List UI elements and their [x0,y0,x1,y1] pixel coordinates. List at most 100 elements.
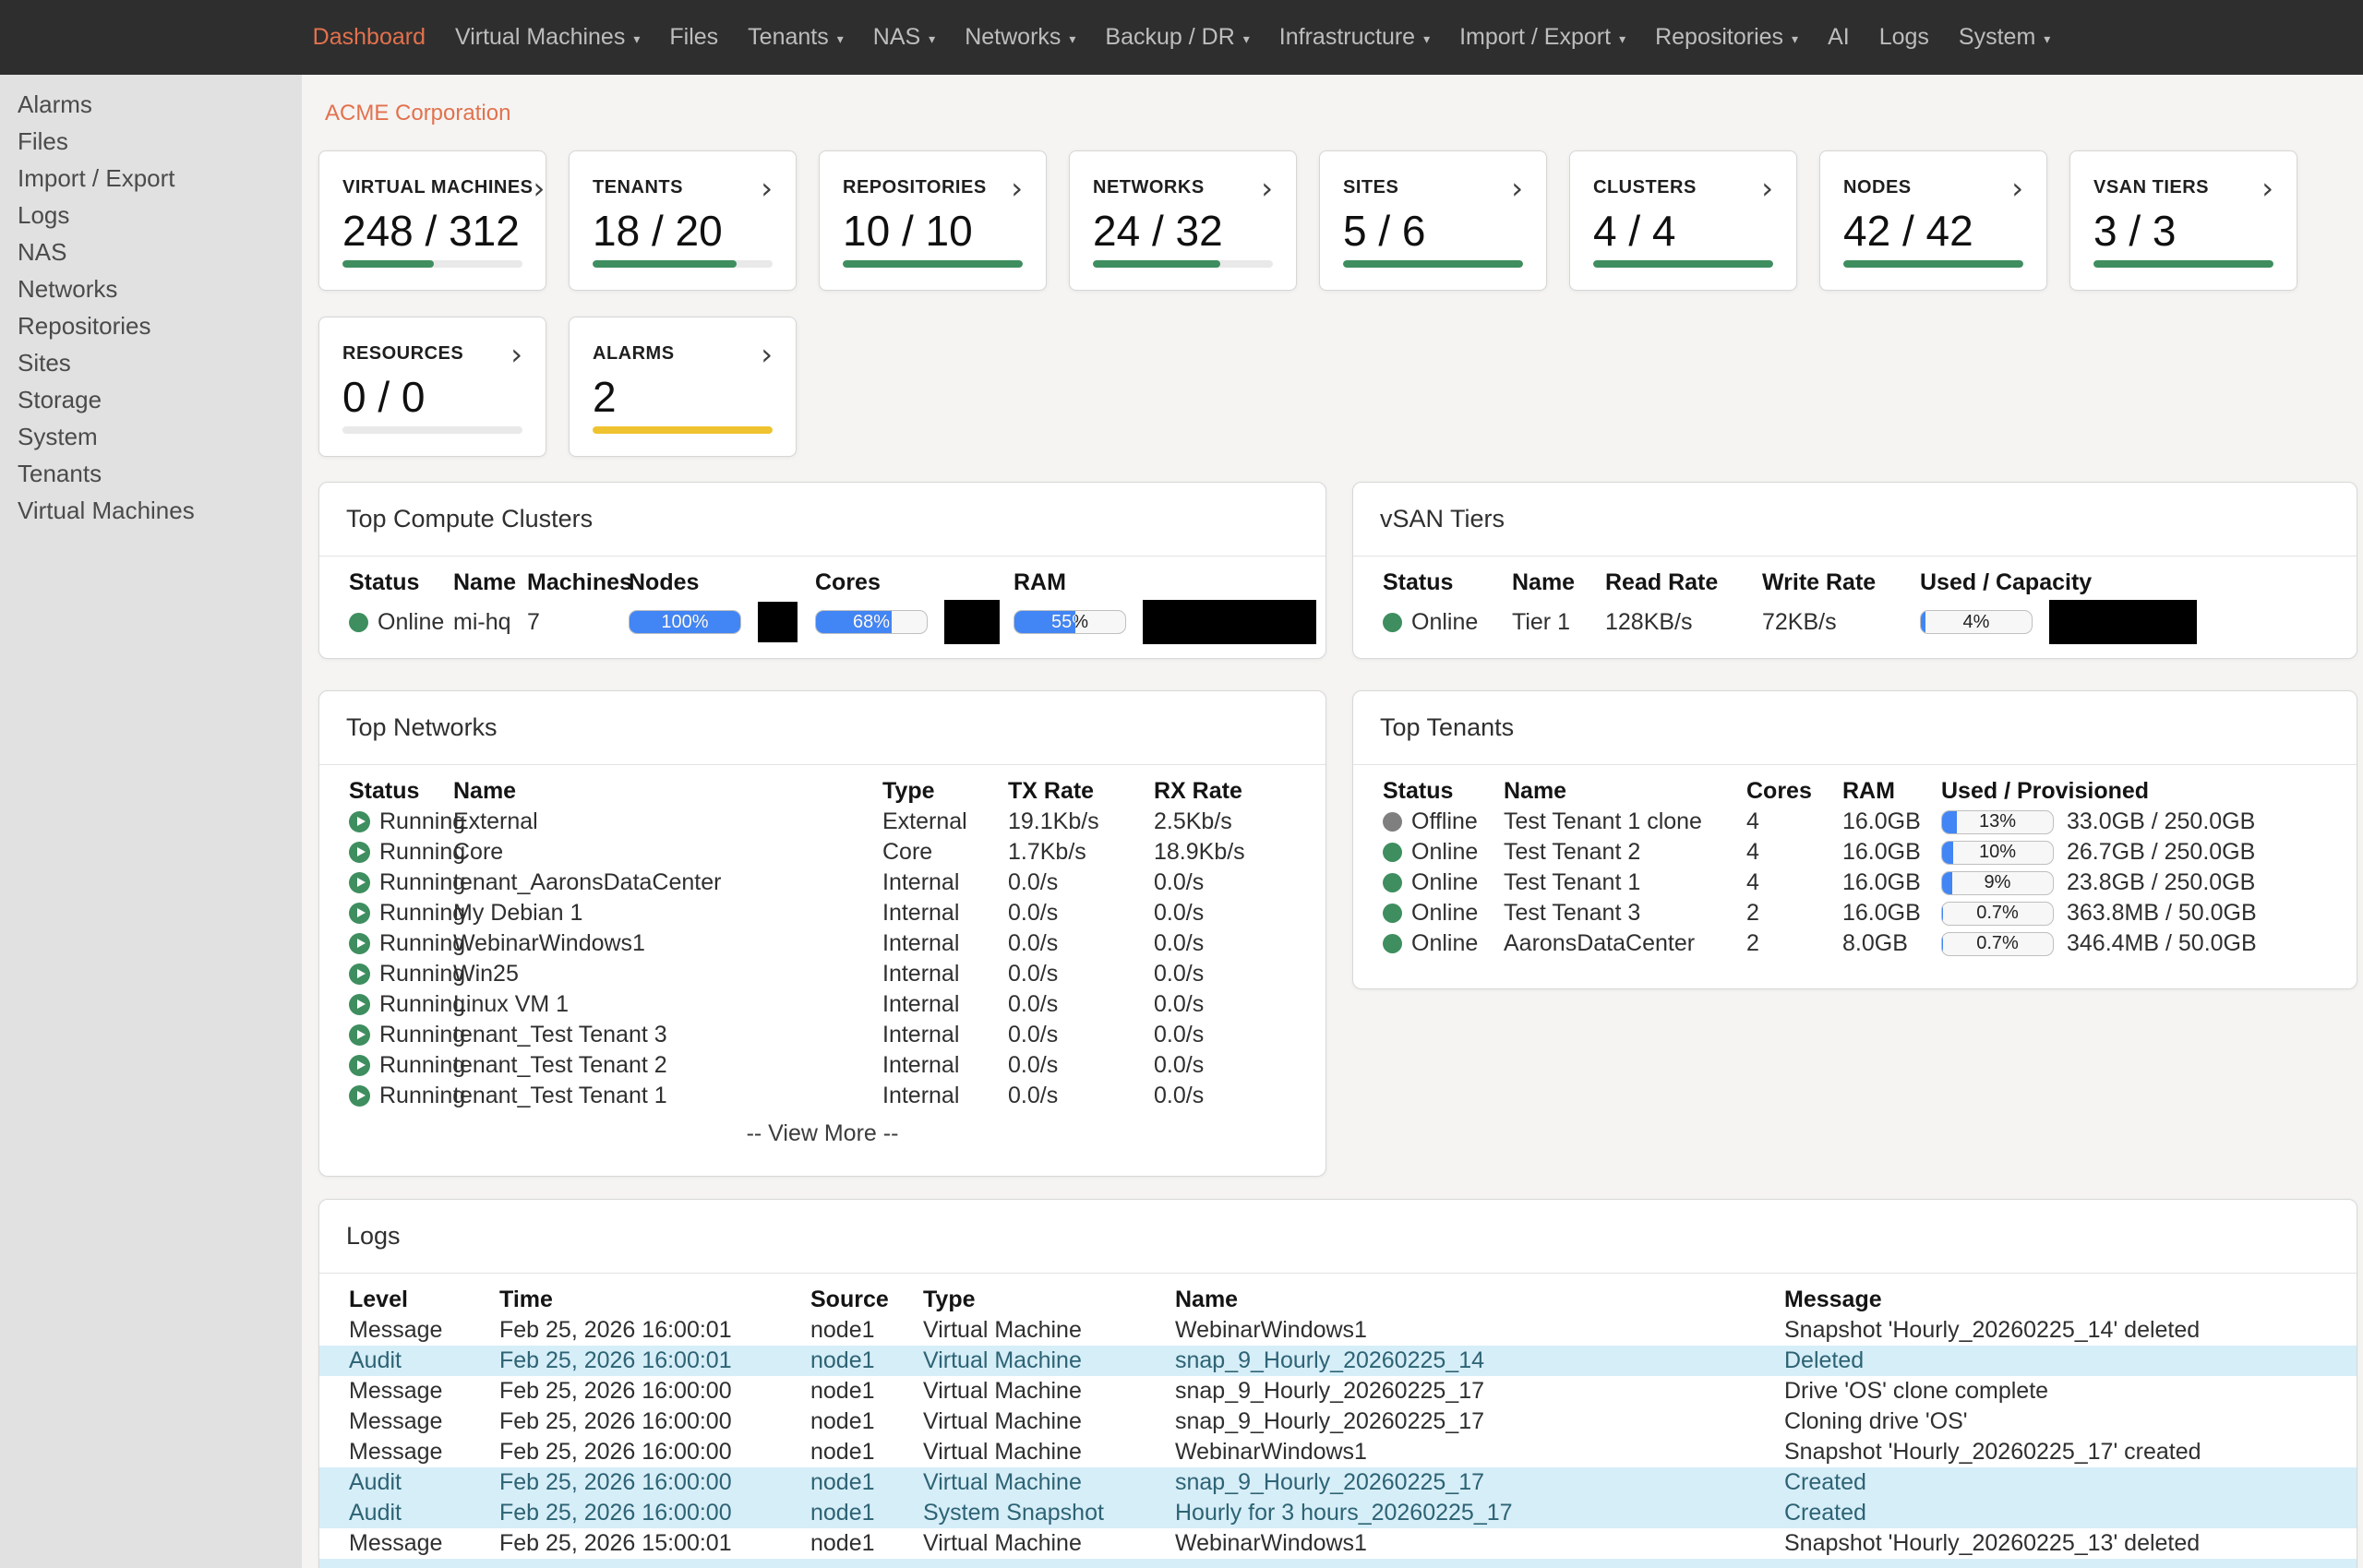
nav-item-label: Files [669,24,719,50]
table-header: Status Name Machines Nodes Cores RAM [319,568,1325,598]
log-source: node1 [810,1408,875,1434]
tenant-cores: 4 [1746,808,1759,834]
table-row[interactable]: Running tenant_Test Tenant 3 Internal 0.… [319,1020,1325,1050]
table-row[interactable]: Running My Debian 1 Internal 0.0/s 0.0/s [319,898,1325,928]
network-name: Core [453,839,504,865]
log-level: Message [349,1530,443,1556]
table-row[interactable]: Online Test Tenant 2 4 16.0GB 10% 10% [1353,837,2357,868]
table-row[interactable]: Running tenant_Test Tenant 1 Internal 0.… [319,1081,1325,1111]
nav-item[interactable]: AI ▾ [1813,24,1865,51]
logs-panel: Logs Level Time Source Type Name Message… [318,1199,2357,1568]
table-row[interactable]: Online Test Tenant 1 4 16.0GB 9% 9% [1353,868,2357,898]
log-type: Virtual Machine [923,1530,1082,1556]
left-column: Top Compute Clusters Status Name Machine… [318,482,1326,1177]
nav-item-label: Dashboard [312,24,426,50]
network-tx-rate: 0.0/s [1008,961,1059,987]
sidebar-item[interactable]: NAS [0,233,302,270]
log-name: WebinarWindows1 [1175,1317,1367,1343]
log-name: WebinarWindows1 [1175,1530,1367,1556]
status-label: Offline [1411,808,1478,834]
stat-card[interactable]: NODES › 42 / 42 [1819,150,2047,291]
sidebar-item[interactable]: Virtual Machines [0,492,302,529]
nav-item[interactable]: Infrastructure ▾ [1265,24,1445,51]
sidebar-item[interactable]: System [0,418,302,455]
table-row[interactable]: Running tenant_AaronsDataCenter Internal… [319,868,1325,898]
view-more-link[interactable]: -- View More -- [746,1120,899,1146]
nav-item[interactable]: Dashboard ▾ [298,24,440,51]
log-row[interactable]: Message Feb 25, 2026 16:00:00 node1 Virt… [319,1406,2357,1437]
stat-card[interactable]: CLUSTERS › 4 / 4 [1569,150,1797,291]
table-row[interactable]: Online Tier 1 128KB/s 72KB/s 4% 4% [1353,598,2357,646]
nav-item[interactable]: System ▾ [1944,24,2065,51]
log-row[interactable]: Audit Feb 25, 2026 16:00:00 node1 System… [319,1498,2357,1528]
network-type: Internal [882,1022,960,1047]
nav-item[interactable]: Import / Export ▾ [1445,24,1640,51]
nav-item[interactable]: Backup / DR ▾ [1090,24,1264,51]
network-rx-rate: 18.9Kb/s [1154,839,1245,865]
used-provisioned-text: 33.0GB / 250.0GB [2067,808,2256,834]
chevron-down-icon: ▾ [1423,31,1431,46]
sidebar-item[interactable]: Networks [0,270,302,307]
stat-card[interactable]: RESOURCES › 0 / 0 [318,317,546,457]
network-type: Core [882,839,933,865]
stat-card[interactable]: REPOSITORIES › 10 / 10 [819,150,1047,291]
log-row[interactable]: Message Feb 25, 2026 16:00:00 node1 Virt… [319,1437,2357,1467]
table-row[interactable]: Online mi-hq 7 100% 100% [319,598,1325,646]
table-row[interactable]: Running External External 19.1Kb/s 2.5Kb… [319,807,1325,837]
sidebar-item[interactable]: Sites [0,344,302,381]
nav-item[interactable]: Virtual Machines ▾ [440,24,654,51]
table-row[interactable]: Offline Test Tenant 1 clone 4 16.0GB 13% [1353,807,2357,837]
sidebar-item[interactable]: Alarms [0,86,302,123]
nav-item[interactable]: Networks ▾ [950,24,1090,51]
nav-item[interactable]: Logs ▾ [1865,24,1944,51]
sidebar-item-label: Alarms [18,90,92,118]
sidebar-item[interactable]: Tenants [0,455,302,492]
log-row[interactable]: Message Feb 25, 2026 16:00:00 node1 Virt… [319,1376,2357,1406]
stat-card[interactable]: VSAN TIERS › 3 / 3 [2069,150,2297,291]
pill-label-overlay: 100% [661,611,709,632]
table-row[interactable]: Running Linux VM 1 Internal 0.0/s 0.0/s [319,989,1325,1020]
chevron-down-icon: ▾ [633,31,641,46]
used-provisioned-text: 23.8GB / 250.0GB [2067,869,2256,895]
sidebar-item[interactable]: Repositories [0,307,302,344]
stat-card[interactable]: SITES › 5 / 6 [1319,150,1547,291]
nav-item[interactable]: Tenants ▾ [733,24,858,51]
table-row[interactable]: Running WebinarWindows1 Internal 0.0/s 0… [319,928,1325,959]
sidebar-item[interactable]: Import / Export [0,160,302,197]
log-source: node1 [810,1500,875,1526]
network-rx-rate: 0.0/s [1154,991,1205,1017]
sidebar-item[interactable]: Files [0,123,302,160]
stat-card[interactable]: ALARMS › 2 [569,317,797,457]
log-message: Drive 'OS' clone complete [1784,1378,2049,1404]
log-row[interactable]: Message Feb 25, 2026 15:00:01 node1 Virt… [319,1528,2357,1559]
sidebar-item-label: NAS [18,238,67,266]
status-cell: Running [349,1022,465,1048]
nav-item[interactable]: Files ▾ [654,24,733,51]
used-capacity-pill: 4% 4% [1920,610,2033,634]
table-row[interactable]: Online AaronsDataCenter 2 8.0GB 0.7% 0 [1353,928,2357,959]
sidebar-item[interactable]: Storage [0,381,302,418]
stat-card[interactable]: TENANTS › 18 / 20 [569,150,797,291]
network-rx-rate: 0.0/s [1154,961,1205,987]
status-label: Online [1411,930,1479,956]
stat-cards-row-1: VIRTUAL MACHINES › 248 / 312 TENANTS › 1… [318,150,2357,291]
nav-item[interactable]: Repositories ▾ [1640,24,1813,51]
stat-card-title: RESOURCES [342,343,464,364]
nav-item[interactable]: NAS ▾ [858,24,950,51]
table-row[interactable]: Running Core Core 1.7Kb/s 18.9Kb/s [319,837,1325,868]
cluster-machines: 7 [527,608,540,635]
stat-card[interactable]: NETWORKS › 24 / 32 [1069,150,1297,291]
stat-card-head: NODES › [1843,174,2023,203]
table-row[interactable]: Online Test Tenant 3 2 16.0GB 0.7% 0.7 [1353,898,2357,928]
log-message: Created [1784,1500,1866,1526]
table-row[interactable]: Running tenant_Test Tenant 2 Internal 0.… [319,1050,1325,1081]
stat-card[interactable]: VIRTUAL MACHINES › 248 / 312 [318,150,546,291]
log-type: Virtual Machine [923,1469,1082,1495]
log-row[interactable]: Message Feb 25, 2026 16:00:01 node1 Virt… [319,1315,2357,1346]
log-row[interactable]: Audit Feb 25, 2026 16:00:01 node1 Virtua… [319,1346,2357,1376]
table-row[interactable]: Running Win25 Internal 0.0/s 0.0/s [319,959,1325,989]
pill-label: 13% [1978,811,2017,832]
sidebar-item[interactable]: Logs [0,197,302,233]
log-row[interactable]: Audit Feb 25, 2026 16:00:00 node1 Virtua… [319,1467,2357,1498]
status-label: Running [379,961,466,987]
